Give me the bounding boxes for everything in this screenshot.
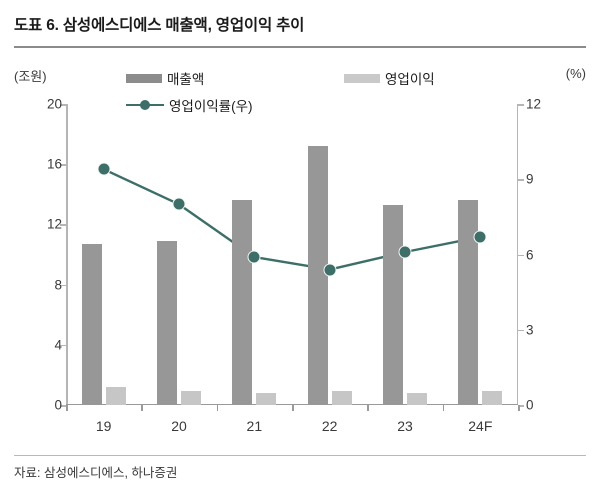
left-axis-unit-label: (조원) [14, 69, 47, 84]
bar-profit [105, 386, 126, 405]
right-axis-tick-label: 9 [526, 171, 534, 187]
x-axis-tick [216, 405, 219, 411]
x-axis-tick [367, 405, 369, 411]
bar-revenue [232, 200, 253, 405]
left-axis-tick-label: 4 [54, 337, 62, 353]
bar-revenue [307, 146, 328, 405]
x-axis-tick [442, 405, 445, 411]
bar-revenue [458, 200, 479, 405]
bar-profit [256, 392, 277, 405]
bar-revenue [81, 243, 102, 405]
bar-profit [407, 392, 427, 405]
legend-swatch-margin-line-icon [126, 99, 164, 111]
x-axis-tick-label: 22 [321, 418, 338, 434]
legend-label-revenue: 매출액 [167, 72, 205, 87]
left-axis-tick [60, 344, 66, 347]
right-axis-tick-label: 3 [526, 322, 534, 338]
x-axis-tick-label: 19 [95, 418, 112, 434]
x-axis-tick-label: 21 [246, 418, 263, 434]
left-axis-tick-label: 12 [46, 216, 62, 232]
x-axis-tick [518, 405, 520, 411]
left-axis-tick [60, 405, 66, 407]
legend-swatch-profit-icon [344, 73, 380, 83]
x-axis-tick [292, 405, 294, 411]
right-axis-tick [518, 179, 524, 181]
left-axis-tick-label: 20 [46, 96, 62, 112]
legend-swatch-revenue-icon [126, 73, 162, 83]
legend-label-profit: 영업이익 [385, 72, 435, 87]
right-axis-tick-label: 6 [526, 247, 534, 262]
bar-profit [331, 391, 352, 405]
right-axis-tick-label: 0 [526, 397, 534, 413]
x-axis-tick [141, 405, 143, 411]
left-axis-tick-label: 8 [54, 277, 62, 293]
bar-revenue [157, 240, 177, 405]
page-title: 도표 6. 삼성에스디에스 매출액, 영업이익 추이 [14, 17, 305, 34]
x-axis-tick [66, 405, 68, 411]
bar-profit [181, 391, 201, 405]
right-axis-unit-label: (%) [565, 66, 586, 81]
legend-item-revenue: 매출액 [126, 68, 204, 88]
legend-item-margin: 영업이익률(우) [126, 95, 253, 115]
margin-data-point [398, 245, 412, 259]
left-axis-tick [60, 104, 66, 106]
plot-area: 0 4 8 12 16 20 0 3 6 9 12 19 20 21 22 23 24F [47, 97, 541, 435]
left-axis-tick-label: 16 [46, 156, 62, 172]
margin-data-point [172, 197, 186, 211]
left-axis-tick [60, 224, 66, 226]
left-axis-tick [60, 164, 66, 166]
margin-data-point [247, 250, 261, 264]
left-axis-tick [60, 284, 66, 287]
right-axis-tick [518, 254, 524, 256]
right-axis-tick [518, 405, 524, 407]
x-axis-tick-label: 24F [468, 418, 493, 434]
right-axis-tick-label: 12 [526, 96, 542, 112]
bar-profit [482, 391, 503, 405]
footer-divider [14, 455, 586, 456]
margin-line-series [103, 168, 481, 271]
margin-data-point [97, 162, 111, 176]
margin-line-path [103, 168, 481, 271]
legend-item-profit: 영업이익 [344, 68, 435, 88]
x-axis-tick-label: 23 [397, 418, 413, 434]
legend-label-margin: 영업이익률(우) [169, 99, 253, 114]
title-divider [14, 46, 586, 48]
right-axis-line [516, 104, 518, 405]
bar-revenue [383, 204, 403, 405]
chart-legend: 매출액 영업이익 영업이익률(우) [120, 68, 480, 120]
x-axis-tick-label: 20 [171, 418, 187, 434]
margin-data-point [323, 263, 337, 277]
source-note: 자료: 삼성에스디에스, 하나증권 [14, 466, 178, 480]
x-axis-line [66, 403, 518, 405]
margin-data-point [473, 230, 487, 244]
left-axis-line [66, 104, 68, 405]
right-axis-tick [518, 104, 524, 106]
right-axis-tick [518, 329, 524, 332]
left-axis-tick-label: 0 [54, 397, 62, 413]
